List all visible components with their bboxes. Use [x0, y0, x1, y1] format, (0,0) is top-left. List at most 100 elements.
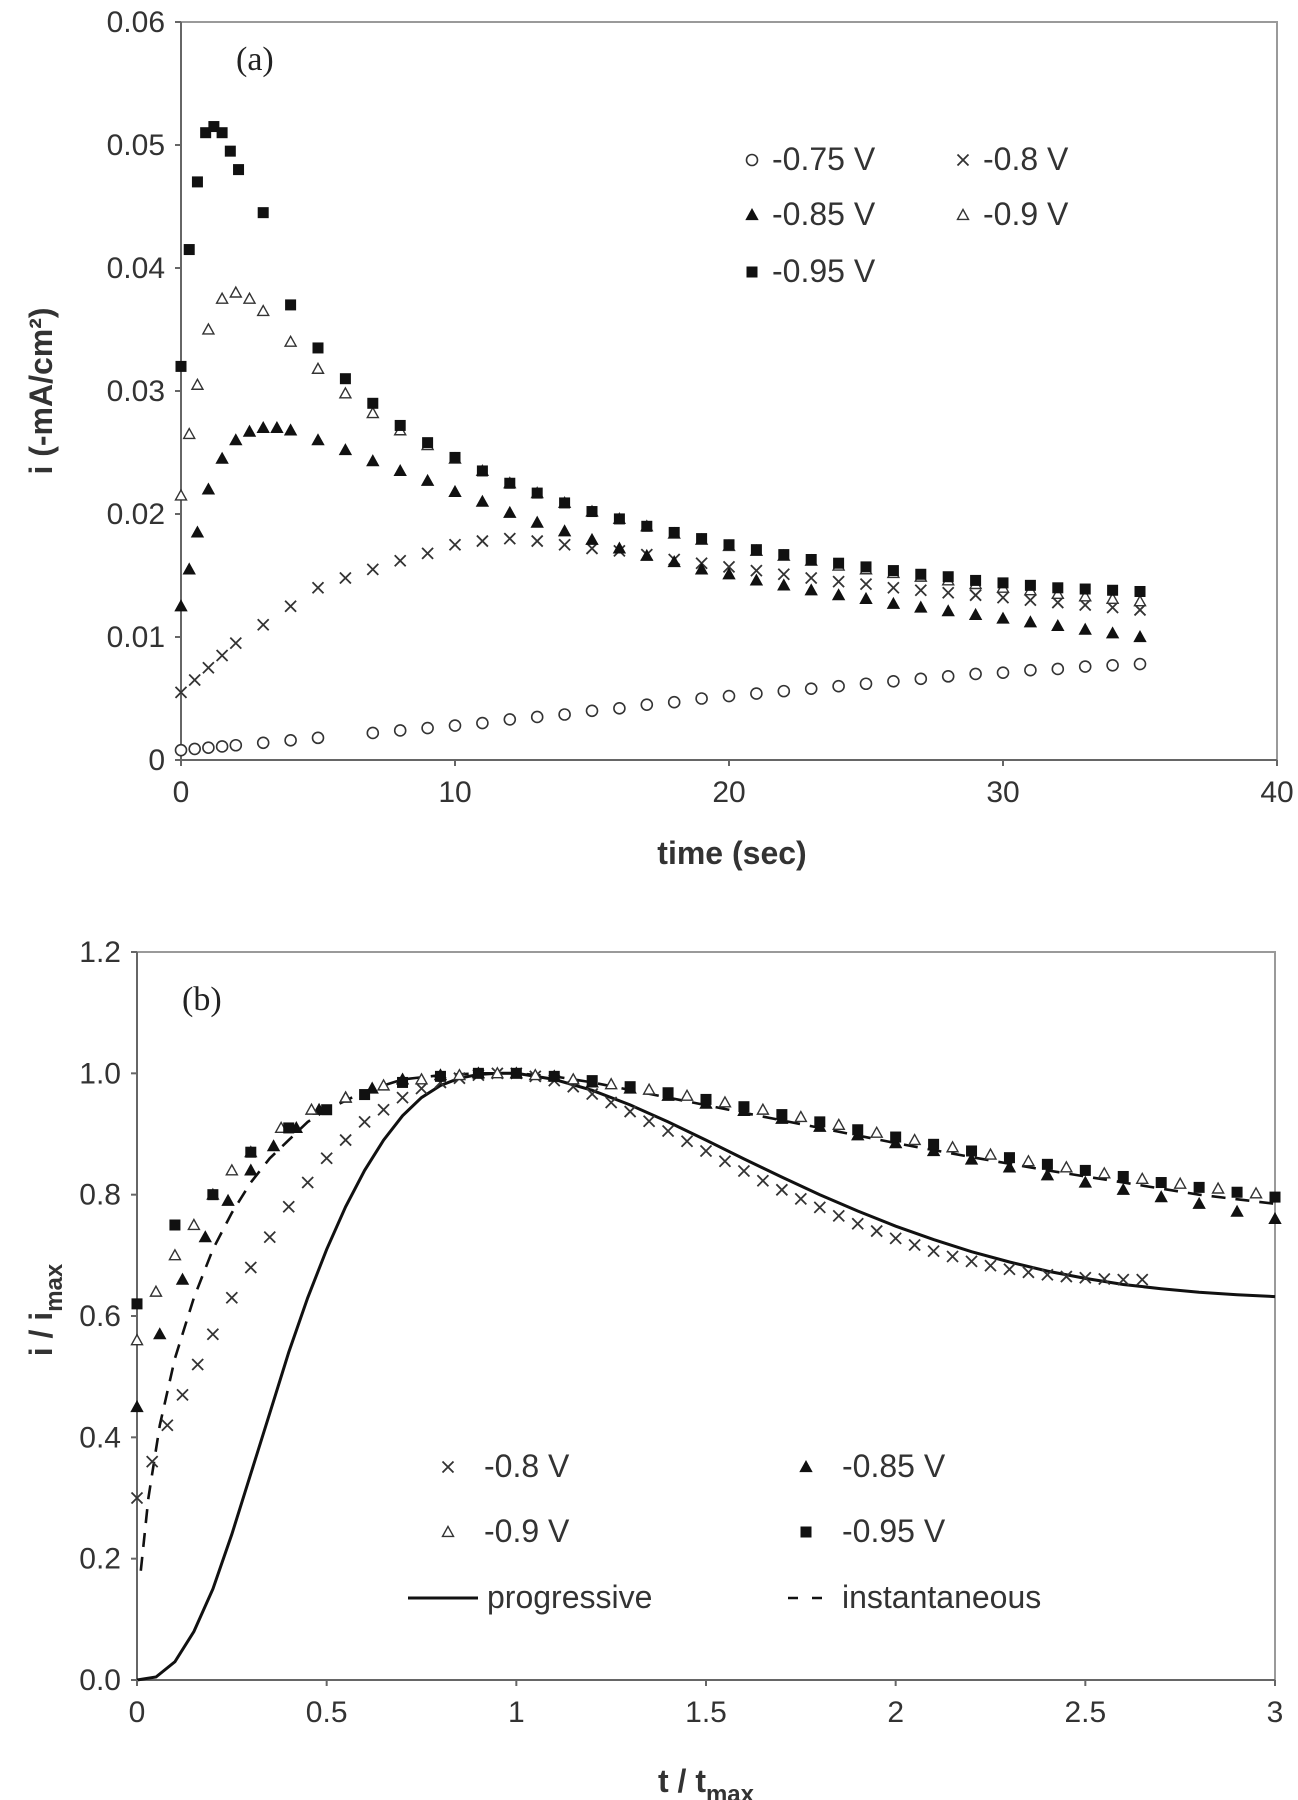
panel-a-series-095-V-point — [339, 373, 351, 385]
panel-b-series-09-V-point — [983, 1147, 998, 1160]
panel-b-series-095-V-point — [814, 1116, 826, 1128]
panel-b-series-09-V-point — [870, 1125, 884, 1138]
panel-a-series-095-V-point — [1107, 584, 1119, 596]
panel-a-series-09-V-point — [256, 304, 270, 317]
panel-a-series-075-V-point — [174, 743, 188, 757]
panel-b-x-axis-title-sub: max — [706, 1781, 755, 1800]
panel-a-series-08-V-point — [284, 600, 297, 613]
panel-a-series-08-V-point — [421, 547, 434, 560]
panel-a-series-075-V-point — [941, 670, 955, 683]
panel-b-series-095-V-point — [169, 1219, 181, 1231]
panel-b-series-08-V-point — [191, 1358, 204, 1371]
panel-a-series-09-V-point — [283, 334, 298, 347]
panel-a-series-08-V-point — [366, 563, 379, 576]
panel-b-legend-08-V-swatch — [441, 1460, 455, 1474]
panel-b-x-tick-label: 3 — [1267, 1696, 1284, 1729]
panel-a-series-075-V-point — [969, 667, 982, 681]
panel-b-series-085-V-point — [1230, 1204, 1244, 1217]
panel-a-legend-085-V-swatch — [745, 208, 759, 221]
panel-a-series-08-V-point — [942, 586, 955, 599]
panel-a-series-09-V-point — [338, 386, 353, 399]
panel-b-y-axis-title-sub: max — [41, 1263, 68, 1312]
panel-a-series-08-V-point — [805, 571, 818, 585]
panel-b-series-085-V-point — [221, 1193, 235, 1206]
panel-b-series-08-V-point — [415, 1082, 428, 1095]
panel-b-series-095-V-point — [131, 1298, 143, 1310]
panel-a-series-095-V-point — [805, 554, 817, 566]
panel-b-series-08-V-point — [1003, 1263, 1016, 1276]
panel-b-legend-instantaneous-entry: instantaneous — [788, 1579, 1041, 1615]
panel-b-series-095-V-point — [1041, 1158, 1053, 1170]
panel-a-series-075-V-point — [1133, 657, 1147, 671]
panel-a-series-085-V-point — [270, 420, 284, 433]
panel-b-series-095-V-point — [245, 1146, 257, 1158]
panel-a-legend-095-V-label: -0.95 V — [772, 253, 876, 289]
panel-a-series-085-V-point — [694, 562, 709, 575]
panel-a-series-095-V-point — [200, 127, 212, 139]
panel-a-series-075-V-point — [640, 698, 654, 711]
panel-a-series-085-V-point — [448, 484, 462, 497]
panel-b-legend-progressive-label: progressive — [487, 1579, 652, 1615]
panel-b-series-progressive-line — [136, 1071, 1276, 1682]
panel-b-series-08-V-point — [984, 1259, 997, 1272]
panel-b-series-09-V-point — [490, 1066, 505, 1079]
panel-a-series-075-V-point — [503, 713, 517, 726]
panel-a-series-095-V-point — [312, 342, 324, 354]
panel-b-series-09-V-point — [452, 1068, 467, 1081]
panel-a-series-075-V-group — [174, 657, 1147, 757]
panel-b-series-08-V-point — [1136, 1273, 1149, 1286]
panel-b-legend-progressive-entry: progressive — [408, 1579, 652, 1615]
panel-b-series-085-V-point — [964, 1152, 979, 1165]
panel-b-series-08-V-point — [1098, 1272, 1111, 1286]
panel-b-series-09-V-point — [130, 1333, 144, 1346]
panel-a-series-08-V-point — [531, 534, 544, 548]
panel-b-series-085-V-point — [266, 1139, 281, 1152]
panel-b-series-08-V-point — [623, 1105, 637, 1118]
panel-a-series-085-V-point — [229, 433, 243, 446]
panel-a-x-tick-label: 40 — [1260, 776, 1293, 809]
panel-b-series-08-V-point — [1060, 1270, 1073, 1283]
panel-b-series-09-V-point — [225, 1163, 239, 1176]
panel-a-series-085-V-point — [859, 591, 873, 604]
panel-b-y-tick-label: 0.8 — [79, 1179, 121, 1212]
panel-b-legend-09-V-label: -0.9 V — [484, 1513, 570, 1549]
panel-b-series-095-V-point — [472, 1067, 484, 1079]
panel-b-series-095-V-point — [1117, 1170, 1129, 1182]
panel-a-legend-09-V-label: -0.9 V — [983, 196, 1069, 232]
panel-a-series-085-V-point — [530, 515, 544, 528]
panel-a-series-08-V-point — [394, 554, 407, 567]
panel-a-series-095-V-point — [208, 121, 220, 133]
panel-b-series-08-V-point — [756, 1174, 770, 1187]
panel-b-series-095-V-point — [586, 1075, 598, 1087]
panel-b-series-08-V-point — [206, 1328, 220, 1341]
panel-b-series-085-V-point — [1116, 1182, 1130, 1195]
panel-a-series-075-V-point — [256, 736, 270, 750]
panel-b-series-095-V-point — [966, 1145, 978, 1157]
panel-b-series-085-V-point — [1002, 1160, 1017, 1173]
panel-b-legend-095-V-swatch — [800, 1526, 812, 1538]
panel-a-legend-08-V-swatch — [956, 153, 970, 167]
panel-a-series-085-V-point — [914, 600, 928, 613]
panel-b-series-085-V-point — [244, 1163, 258, 1176]
panel-b-series-08-V-point — [605, 1096, 618, 1109]
panel-b-series-08-V-point — [358, 1115, 371, 1129]
panel-b-legend-09-V-entry: -0.9 V — [441, 1513, 570, 1549]
panel-a-series-075-V-point — [530, 710, 544, 724]
panel-b-series-08-V-point — [775, 1183, 789, 1196]
panel-a-series-095-V-point — [257, 207, 269, 219]
panel-a-series-085-V-point — [777, 578, 791, 591]
panel-a-y-tick-label: 0.06 — [107, 6, 165, 39]
panel-a-legend-095-V-entry: -0.95 V — [746, 253, 876, 289]
panel-b-series-095-V-point — [776, 1109, 788, 1121]
panel-a-series-085-V-point — [1105, 626, 1120, 639]
panel-b-series-085-V-point — [175, 1272, 190, 1285]
panel-b-series-09-V-point — [756, 1102, 770, 1115]
panel-a-x-tick-label: 20 — [712, 776, 745, 809]
panel-a-series-085-V-point — [612, 541, 627, 554]
panel-b-series-08-V-point — [161, 1419, 174, 1432]
panel-a-series-085-V-point — [941, 604, 955, 617]
panel-b-y-axis-title: i / imax — [23, 1263, 68, 1356]
panel-a-series-075-V-point — [996, 666, 1010, 679]
panel-a-series-08-V-point — [722, 560, 736, 574]
panel-a-series-095-V-point — [833, 557, 845, 569]
